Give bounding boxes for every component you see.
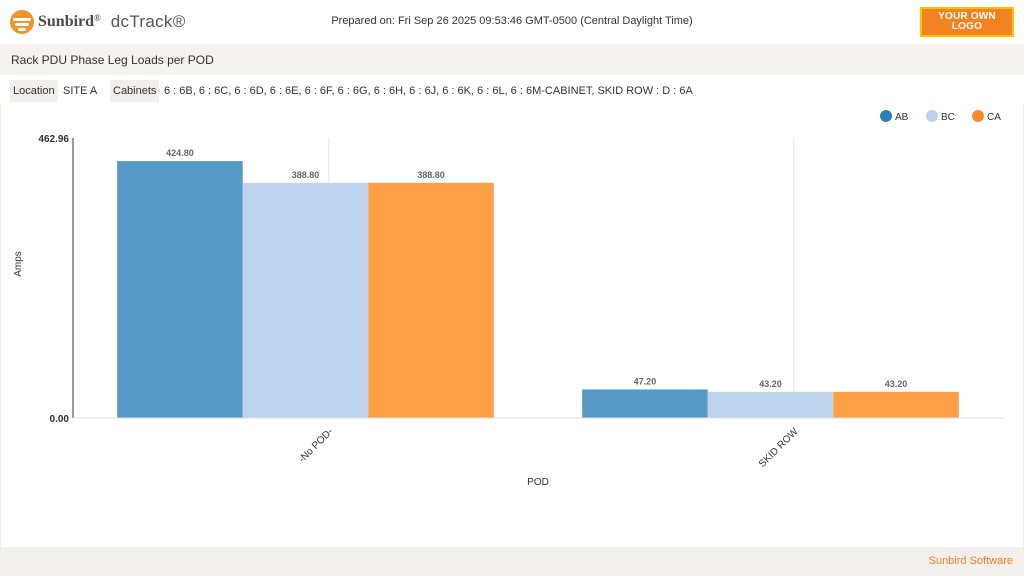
sunbird-logo: Sunbird® dcTrack® [10,9,186,35]
logo-line-1: YOUR OWN [938,11,996,22]
value-labels: 424.80 47.20 388.80 43.20 388.80 43.20 [166,148,907,389]
prepared-on-text: Prepared on: Fri Sep 26 2025 09:53:46 GM… [331,15,693,27]
value-label-ca-0: 388.80 [417,170,445,180]
bar-ab-1[interactable] [582,389,708,418]
y-axis-title: Amps [13,251,24,277]
legend-swatch-bc [926,110,938,122]
legend-label-bc: BC [941,112,955,123]
legend-swatch-ca [972,110,984,122]
cabinets-label: Cabinets [110,80,160,102]
legend-label-ab: AB [895,112,909,123]
filter-bar: Location SITE A Cabinets 6 : 6B, 6 : 6C,… [0,78,1024,104]
bar-bc-0[interactable] [242,182,369,418]
value-label-ab-0: 424.80 [166,148,194,158]
title-bar: Rack PDU Phase Leg Loads per POD [0,44,1024,75]
value-label-ab-1: 47.20 [634,376,657,386]
bar-bc-1[interactable] [707,391,834,418]
value-label-bc-1: 43.20 [759,379,782,389]
logo-line-2: LOGO [951,21,983,32]
legend-item-ca[interactable]: CA [972,110,1001,123]
y-tick-label-1: 462.96 [38,134,69,145]
footer-brand-link[interactable]: Sunbird Software [928,555,1013,567]
legend-label-ca: CA [987,112,1001,123]
product-name: dcTrack® [110,12,186,31]
chart-area: 424.80 47.20 388.80 43.20 388.80 43.20 0.00 46… [0,104,1024,547]
top-header: Sunbird® dcTrack® Prepared on: Fri Sep 2… [0,0,1024,44]
legend[interactable]: AB BC CA [880,110,1001,123]
bar-ca-0[interactable] [368,182,494,418]
report-title: Rack PDU Phase Leg Loads per POD [11,53,214,67]
legend-swatch-ab [880,110,892,122]
value-label-bc-0: 388.80 [292,170,320,180]
location-value: SITE A [63,85,98,97]
bar-ab-0[interactable] [117,161,243,418]
footer: Sunbird Software [0,547,1024,576]
x-tick-label-1: SKID ROW [757,426,801,470]
bars [117,161,959,418]
custom-logo: YOUR OWN LOGO [920,7,1014,37]
cabinets-value: 6 : 6B, 6 : 6C, 6 : 6D, 6 : 6E, 6 : 6F, … [164,85,693,97]
legend-item-bc[interactable]: BC [926,110,955,123]
y-tick-label-0: 0.00 [50,414,70,425]
bar-chart: 424.80 47.20 388.80 43.20 388.80 43.20 0.00 46… [13,110,1003,488]
sunbird-sun-icon [10,10,34,34]
x-axis-title: POD [527,477,549,488]
brand-name: Sunbird® [38,13,101,30]
legend-item-ab[interactable]: AB [880,110,909,123]
x-tick-label-0: -No POD- [297,426,336,465]
bar-ca-1[interactable] [833,391,959,418]
value-label-ca-1: 43.20 [885,379,908,389]
location-label: Location [10,80,58,102]
